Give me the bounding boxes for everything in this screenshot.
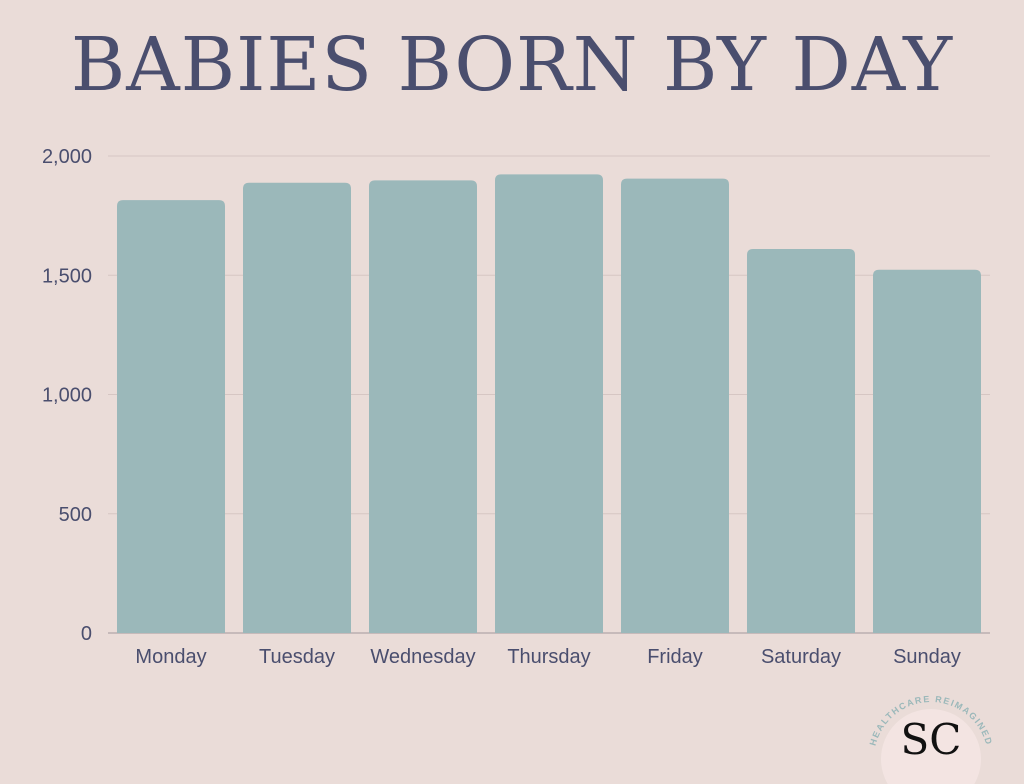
x-tick-label: Tuesday (259, 646, 335, 668)
y-tick-label: 500 (59, 504, 92, 526)
bar-thursday (495, 174, 603, 633)
logo-badge (881, 709, 981, 784)
x-tick-label: Friday (647, 646, 703, 668)
x-tick-label: Thursday (507, 646, 590, 668)
bar-wednesday (369, 180, 477, 633)
bar-friday (621, 178, 729, 633)
y-tick-label: 2,000 (42, 146, 92, 168)
logo-initials: SC (901, 715, 962, 764)
bar-saturday (747, 249, 855, 633)
x-tick-label: Wednesday (370, 646, 475, 668)
x-axis-ticks: Monday Tuesday Wednesday Thursday Friday Satu… (135, 646, 961, 668)
sc-logo: HEALTHCARE REIMAGINED SC (868, 694, 993, 784)
bar-chart: 0 500 1,000 1,500 2,000 Monday Tuesday Wednesd… (42, 146, 990, 668)
y-tick-label: 0 (81, 623, 92, 645)
bar-monday (117, 200, 225, 633)
y-tick-label: 1,500 (42, 265, 92, 287)
y-axis-ticks: 0 500 1,000 1,500 2,000 (42, 146, 92, 645)
bar-sunday (873, 269, 981, 633)
bars (117, 174, 981, 633)
bar-tuesday (243, 182, 351, 633)
x-tick-label: Saturday (761, 646, 841, 668)
x-tick-label: Sunday (893, 646, 961, 668)
x-tick-label: Monday (135, 646, 206, 668)
chart-title: BABIES BORN BY DAY (70, 22, 954, 108)
y-tick-label: 1,000 (42, 385, 92, 407)
